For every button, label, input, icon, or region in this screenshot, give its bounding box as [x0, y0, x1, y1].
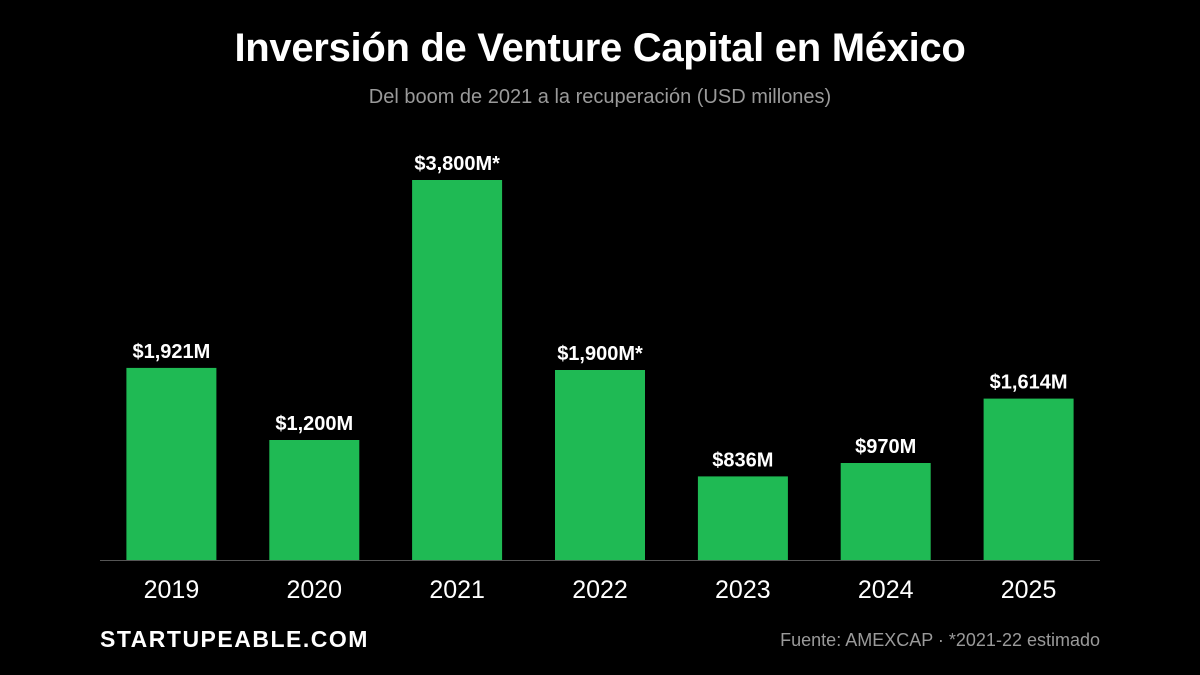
data-label-2022: $1,900M* [557, 343, 643, 365]
data-label-2020: $1,200M [275, 413, 353, 435]
x-tick-label-2019: 2019 [144, 576, 200, 604]
chart-subtitle: Del boom de 2021 a la recuperación (USD … [368, 86, 832, 108]
data-label-2023: $836M [712, 449, 773, 471]
x-tick-label-2023: 2023 [715, 576, 771, 604]
bar-2025 [983, 398, 1074, 560]
chart-title: Inversión de Venture Capital en México [234, 26, 966, 70]
x-tick-label-2025: 2025 [1001, 576, 1057, 604]
brand-label: STARTUPEABLE.COM [100, 626, 369, 652]
x-tick-label-2022: 2022 [572, 576, 628, 604]
bar-2021 [412, 180, 503, 560]
data-label-2019: $1,921M [133, 341, 211, 363]
source-note: Fuente: AMEXCAP · *2021-22 estimado [780, 630, 1100, 650]
bar-2019 [126, 367, 217, 560]
data-label-2024: $970M [855, 436, 916, 458]
data-label-2021: $3,800M* [414, 153, 500, 175]
bar-2020 [269, 440, 360, 560]
bar-2024 [840, 463, 931, 560]
bar-2022 [555, 370, 645, 560]
x-tick-label-2024: 2024 [858, 576, 914, 604]
x-tick-label-2020: 2020 [286, 576, 342, 604]
bar-2023 [697, 476, 788, 560]
x-tick-label-2021: 2021 [429, 576, 485, 604]
data-label-2025: $1,614M [990, 372, 1068, 394]
